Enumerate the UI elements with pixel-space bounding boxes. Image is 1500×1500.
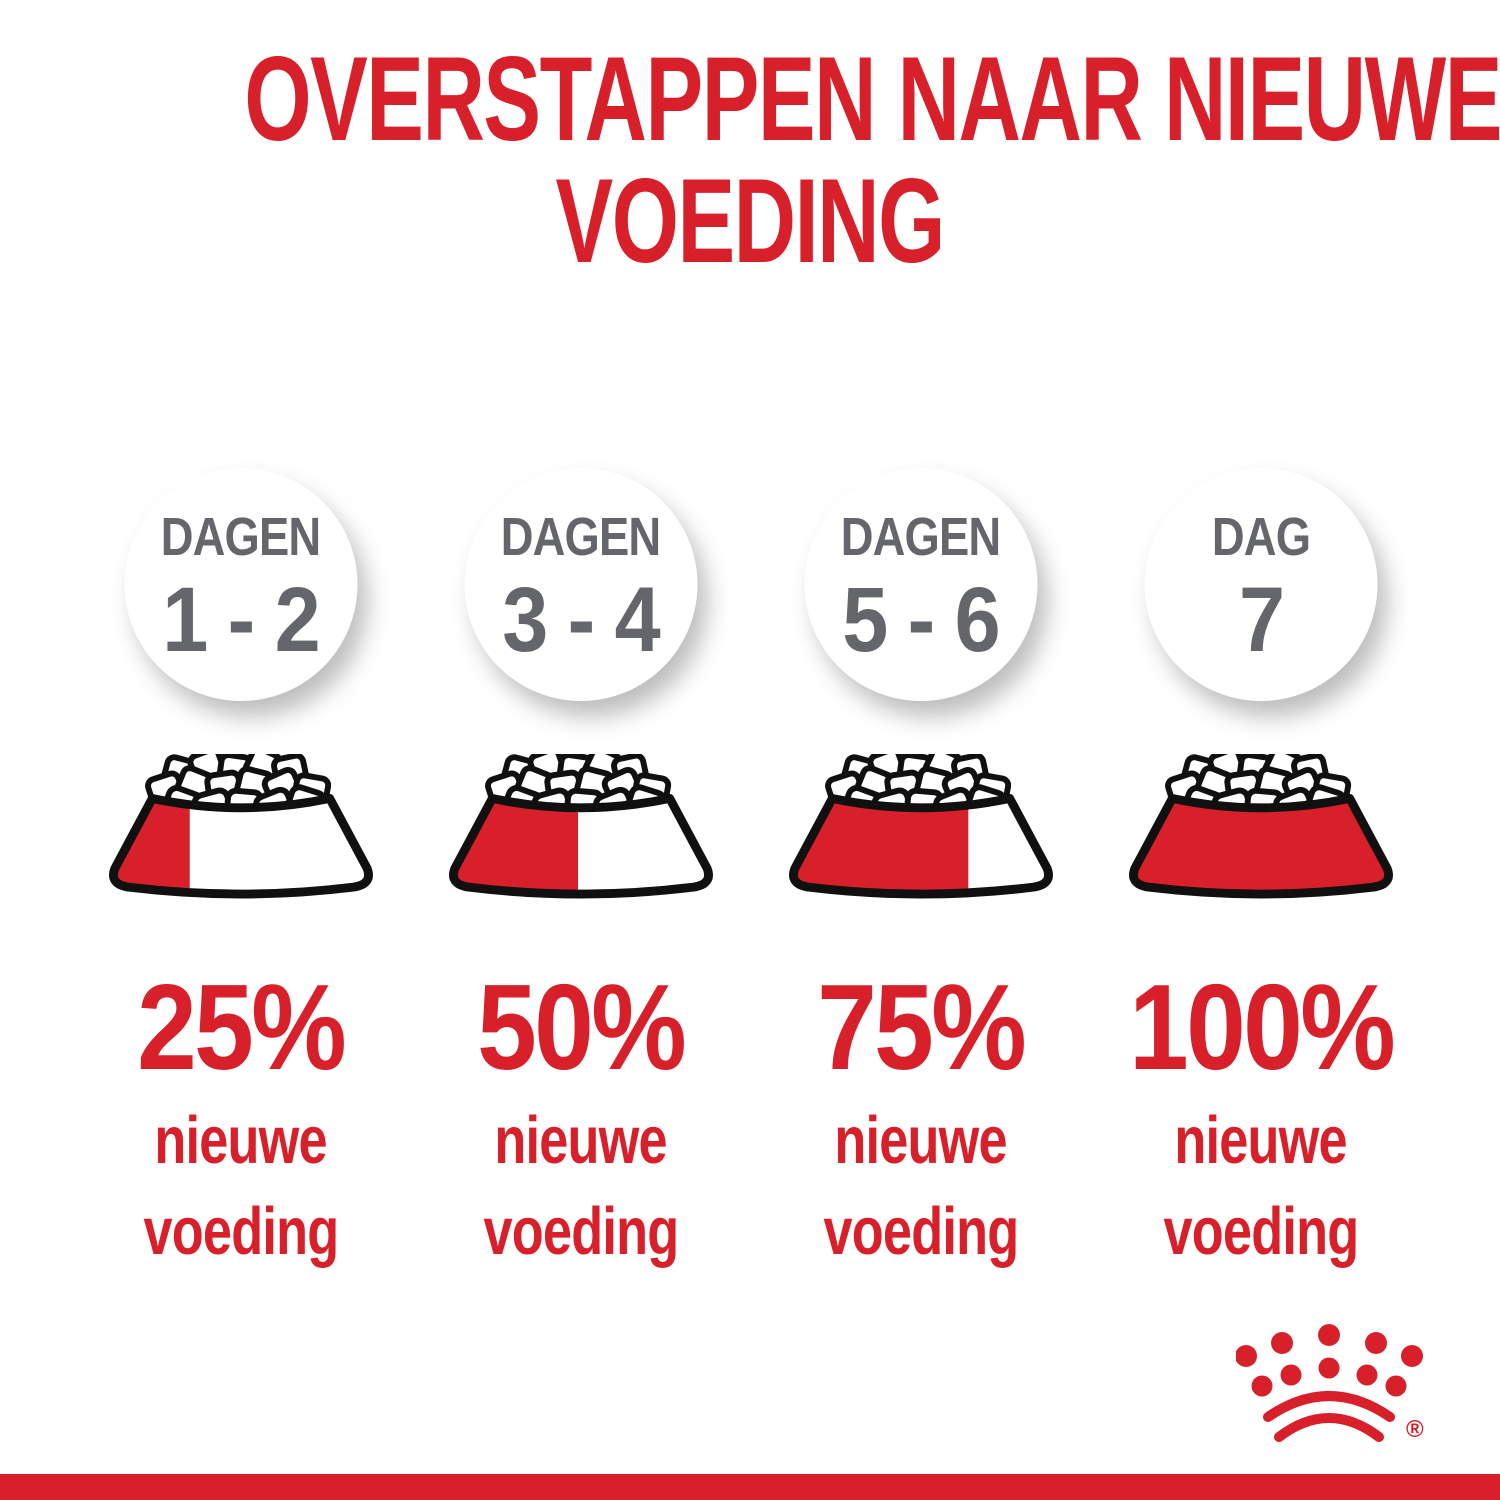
- percent-label: 75%: [817, 959, 1028, 1095]
- footer-red-bar: [0, 1474, 1500, 1500]
- note-line-2: voeding: [483, 1194, 680, 1269]
- day-label: DAGEN: [841, 507, 1001, 568]
- note-label: nieuwe voeding: [411, 1095, 751, 1277]
- transition-step-column-4: DAG 7 100% nieuwe voeding: [1091, 0, 1431, 1500]
- day-badge: DAGEN 1 - 2: [124, 468, 358, 701]
- day-label: DAG: [1211, 507, 1311, 568]
- percent-label: 50%: [477, 959, 688, 1095]
- new-food-fill: [1133, 798, 1389, 895]
- note-line-1: nieuwe: [1174, 1103, 1348, 1178]
- transition-step-column-3: DAGEN 5 - 6 75% nieuwe voeding: [751, 0, 1091, 1500]
- food-bowl-icon: [443, 754, 719, 902]
- percent-label: 25%: [137, 959, 348, 1095]
- food-bowl-icon: [103, 754, 379, 902]
- transition-step-column-2: DAGEN 3 - 4 50% nieuwe voeding: [411, 0, 751, 1500]
- day-value: 3 - 4: [502, 568, 661, 671]
- transition-step-column-1: DAGEN 1 - 2 25% nieuwe voeding: [71, 0, 411, 1500]
- registered-mark: ®: [1406, 1416, 1424, 1443]
- day-badge: DAG 7: [1144, 468, 1378, 701]
- note-line-1: nieuwe: [834, 1103, 1008, 1178]
- note-label: nieuwe voeding: [1091, 1095, 1431, 1277]
- percent-label: 100%: [1128, 959, 1396, 1095]
- page-title: OVERSTAPPEN NAAR NIEUWE VOEDING: [0, 38, 1500, 282]
- day-value: 5 - 6: [842, 568, 1001, 671]
- day-label: DAGEN: [501, 507, 661, 568]
- note-line-2: voeding: [1163, 1194, 1360, 1269]
- day-value: 7: [1238, 568, 1285, 671]
- note-line-1: nieuwe: [494, 1103, 668, 1178]
- note-line-2: voeding: [143, 1194, 340, 1269]
- food-bowl-icon: [1123, 754, 1399, 902]
- title-line-1: OVERSTAPPEN NAAR NIEUWE: [244, 32, 1500, 166]
- food-bowl-icon: [783, 754, 1059, 902]
- royal-canin-crown-logo: ®: [1236, 1324, 1424, 1443]
- note-line-1: nieuwe: [154, 1103, 328, 1178]
- day-badge: DAGEN 5 - 6: [804, 468, 1038, 701]
- day-label: DAGEN: [161, 507, 321, 568]
- note-label: nieuwe voeding: [71, 1095, 411, 1277]
- day-badge: DAGEN 3 - 4: [464, 468, 698, 701]
- note-line-2: voeding: [823, 1194, 1020, 1269]
- title-line-2: VOEDING: [555, 154, 946, 288]
- note-label: nieuwe voeding: [751, 1095, 1091, 1277]
- day-value: 1 - 2: [162, 568, 321, 671]
